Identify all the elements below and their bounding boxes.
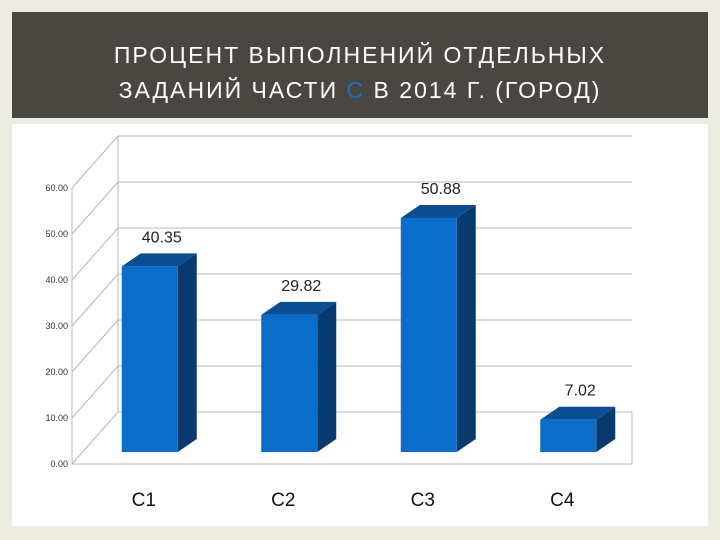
data-label: 29.82	[281, 278, 321, 295]
bar[interactable]	[121, 266, 178, 452]
gridline-wall	[71, 181, 119, 235]
title-line-1: ПРОЦЕНТ ВЫПОЛНЕНИЙ ОТДЕЛЬНЫХ	[113, 42, 607, 68]
chart-title: ПРОЦЕНТ ВЫПОЛНЕНИЙ ОТДЕЛЬНЫХ ЗАДАНИЙ ЧАС…	[12, 12, 708, 118]
y-tick-label: 10.00	[45, 413, 68, 423]
title-accent-letter: С	[346, 77, 366, 103]
data-label: 40.35	[142, 229, 182, 246]
x-tick-label: С1	[132, 490, 156, 511]
x-tick-label: С3	[411, 490, 435, 511]
bar-side	[177, 253, 197, 452]
y-tick-label: 0.00	[50, 459, 68, 469]
bar[interactable]	[400, 217, 457, 452]
y-tick-label: 20.00	[45, 367, 68, 377]
gridline-wall	[71, 135, 119, 189]
x-tick-label: С2	[271, 490, 295, 511]
gridline-wall	[71, 411, 119, 465]
y-tick-label: 40.00	[45, 275, 68, 285]
gridline-wall	[71, 365, 119, 419]
data-label: 7.02	[565, 383, 596, 400]
gridline-wall	[71, 273, 119, 327]
bar-top	[261, 301, 337, 315]
bar-side	[456, 204, 476, 452]
bar[interactable]	[540, 419, 597, 452]
bar-top	[121, 253, 197, 267]
y-tick-label: 60.00	[45, 183, 68, 193]
gridline-wall	[71, 227, 119, 281]
x-tick-label: С4	[550, 490, 575, 511]
bar-side	[596, 406, 616, 452]
bar[interactable]	[261, 314, 318, 452]
bar-side	[317, 301, 337, 452]
bar-top	[400, 204, 476, 218]
bar-top	[540, 406, 616, 420]
data-label: 50.88	[421, 181, 461, 198]
gridline-wall	[71, 319, 119, 373]
y-tick-label: 50.00	[45, 229, 68, 239]
title-line-2: ЗАДАНИЙ ЧАСТИ С В 2014 Г. (ГОРОД)	[118, 77, 602, 103]
y-tick-label: 30.00	[45, 321, 68, 331]
